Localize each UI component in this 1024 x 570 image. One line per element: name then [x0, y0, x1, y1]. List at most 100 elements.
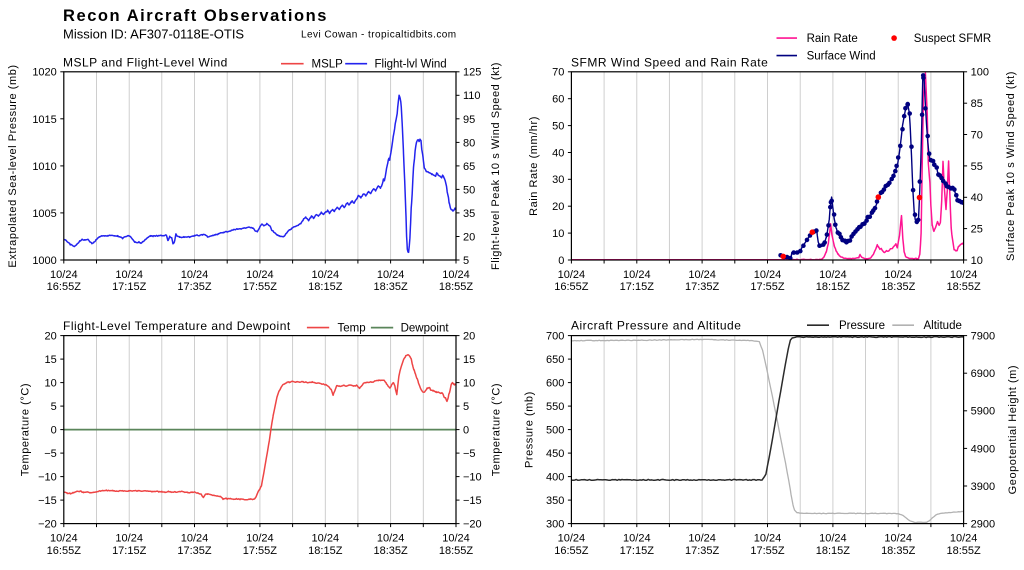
- svg-text:1010: 1010: [32, 161, 56, 173]
- svg-text:1000: 1000: [32, 255, 56, 267]
- svg-text:18:15Z: 18:15Z: [816, 545, 851, 557]
- svg-text:1020: 1020: [32, 67, 56, 79]
- svg-text:−15: −15: [463, 495, 482, 507]
- svg-text:85: 85: [971, 98, 983, 110]
- svg-text:10/24: 10/24: [442, 532, 470, 544]
- svg-text:400: 400: [546, 472, 564, 484]
- svg-text:15: 15: [45, 354, 57, 366]
- svg-text:10/24: 10/24: [50, 532, 78, 544]
- svg-text:18:55Z: 18:55Z: [439, 281, 474, 293]
- svg-text:10/24: 10/24: [688, 532, 716, 544]
- svg-text:−5: −5: [463, 448, 476, 460]
- svg-text:40: 40: [971, 192, 983, 204]
- svg-text:350: 350: [546, 495, 564, 507]
- svg-text:20: 20: [463, 331, 475, 343]
- svg-text:300: 300: [546, 519, 564, 531]
- svg-text:30: 30: [552, 174, 564, 186]
- svg-text:17:35Z: 17:35Z: [177, 281, 212, 293]
- svg-text:Geopotential Height (m): Geopotential Height (m): [1007, 365, 1019, 494]
- svg-text:Recon Aircraft Observations: Recon Aircraft Observations: [63, 7, 328, 25]
- svg-text:500: 500: [546, 425, 564, 437]
- svg-text:18:35Z: 18:35Z: [373, 545, 408, 557]
- svg-text:50: 50: [552, 121, 564, 133]
- svg-text:17:15Z: 17:15Z: [112, 281, 147, 293]
- svg-text:10: 10: [45, 378, 57, 390]
- svg-text:−10: −10: [38, 472, 57, 484]
- svg-text:0: 0: [463, 425, 469, 437]
- svg-text:40: 40: [552, 147, 564, 159]
- svg-text:18:15Z: 18:15Z: [308, 545, 343, 557]
- svg-text:−10: −10: [463, 472, 482, 484]
- svg-text:10/24: 10/24: [50, 269, 78, 281]
- svg-text:125: 125: [463, 67, 481, 79]
- svg-text:Levi Cowan - tropicaltidbits.c: Levi Cowan - tropicaltidbits.com: [301, 30, 457, 41]
- svg-text:80: 80: [463, 137, 475, 149]
- svg-text:Suspect SFMR: Suspect SFMR: [914, 33, 991, 45]
- svg-text:10/24: 10/24: [558, 532, 586, 544]
- svg-text:10/24: 10/24: [884, 269, 912, 281]
- svg-text:10/24: 10/24: [181, 269, 209, 281]
- svg-text:20: 20: [552, 201, 564, 213]
- svg-text:10/24: 10/24: [181, 532, 209, 544]
- svg-text:16:55Z: 16:55Z: [47, 281, 82, 293]
- svg-text:16:55Z: 16:55Z: [47, 545, 82, 557]
- svg-text:18:35Z: 18:35Z: [881, 281, 916, 293]
- svg-text:Pressure (mb): Pressure (mb): [524, 391, 536, 468]
- svg-text:20: 20: [463, 231, 475, 243]
- svg-text:18:35Z: 18:35Z: [373, 281, 408, 293]
- svg-text:Flight-Level Temperature and D: Flight-Level Temperature and Dewpoint: [63, 319, 291, 333]
- svg-text:450: 450: [546, 448, 564, 460]
- svg-text:10/24: 10/24: [558, 269, 586, 281]
- svg-text:Temperature (°C): Temperature (°C): [491, 383, 503, 476]
- svg-text:10/24: 10/24: [377, 532, 405, 544]
- svg-text:15: 15: [463, 354, 475, 366]
- svg-text:1005: 1005: [32, 208, 56, 220]
- svg-text:18:55Z: 18:55Z: [439, 545, 474, 557]
- svg-text:70: 70: [971, 129, 983, 141]
- svg-text:10/24: 10/24: [754, 532, 782, 544]
- svg-text:Pressure: Pressure: [839, 320, 885, 332]
- svg-text:17:55Z: 17:55Z: [243, 281, 278, 293]
- svg-text:550: 550: [546, 401, 564, 413]
- svg-text:10/24: 10/24: [442, 269, 470, 281]
- svg-text:MSLP: MSLP: [312, 59, 344, 71]
- svg-text:Flight-lvl Wind: Flight-lvl Wind: [375, 59, 447, 71]
- svg-text:10/24: 10/24: [246, 532, 274, 544]
- svg-text:35: 35: [463, 208, 475, 220]
- svg-text:18:15Z: 18:15Z: [308, 281, 343, 293]
- svg-text:650: 650: [546, 354, 564, 366]
- svg-text:5: 5: [463, 401, 469, 413]
- svg-text:18:35Z: 18:35Z: [881, 545, 916, 557]
- svg-text:10/24: 10/24: [246, 269, 274, 281]
- svg-text:110: 110: [463, 90, 481, 102]
- svg-text:5: 5: [463, 255, 469, 267]
- svg-text:0: 0: [51, 425, 57, 437]
- svg-text:18:15Z: 18:15Z: [816, 281, 851, 293]
- svg-text:17:15Z: 17:15Z: [620, 545, 655, 557]
- svg-text:1015: 1015: [32, 114, 56, 126]
- svg-text:Temp: Temp: [338, 323, 366, 335]
- svg-text:Flight-level Peak 10 s Wind Sp: Flight-level Peak 10 s Wind Speed (kt): [490, 62, 502, 270]
- svg-text:17:55Z: 17:55Z: [243, 545, 278, 557]
- svg-text:17:35Z: 17:35Z: [685, 545, 720, 557]
- svg-text:Aircraft Pressure and Altitude: Aircraft Pressure and Altitude: [571, 319, 741, 333]
- svg-text:17:35Z: 17:35Z: [685, 281, 720, 293]
- svg-text:10/24: 10/24: [115, 532, 143, 544]
- svg-text:16:55Z: 16:55Z: [554, 281, 589, 293]
- svg-text:10/24: 10/24: [688, 269, 716, 281]
- svg-text:−20: −20: [463, 519, 482, 531]
- svg-text:17:15Z: 17:15Z: [620, 281, 655, 293]
- svg-text:100: 100: [971, 67, 989, 79]
- svg-text:10: 10: [971, 255, 983, 267]
- svg-text:7900: 7900: [971, 331, 995, 343]
- svg-text:17:35Z: 17:35Z: [177, 545, 212, 557]
- svg-text:10/24: 10/24: [819, 269, 847, 281]
- svg-text:18:55Z: 18:55Z: [946, 281, 981, 293]
- svg-text:6900: 6900: [971, 368, 995, 380]
- svg-text:16:55Z: 16:55Z: [554, 545, 589, 557]
- svg-text:Mission ID: AF307-0118E-OTIS: Mission ID: AF307-0118E-OTIS: [63, 27, 244, 42]
- svg-text:3900: 3900: [971, 481, 995, 493]
- svg-text:10/24: 10/24: [312, 269, 340, 281]
- svg-text:Surface Wind: Surface Wind: [807, 51, 876, 63]
- svg-text:SFMR Wind Speed and Rain Rate: SFMR Wind Speed and Rain Rate: [571, 56, 768, 70]
